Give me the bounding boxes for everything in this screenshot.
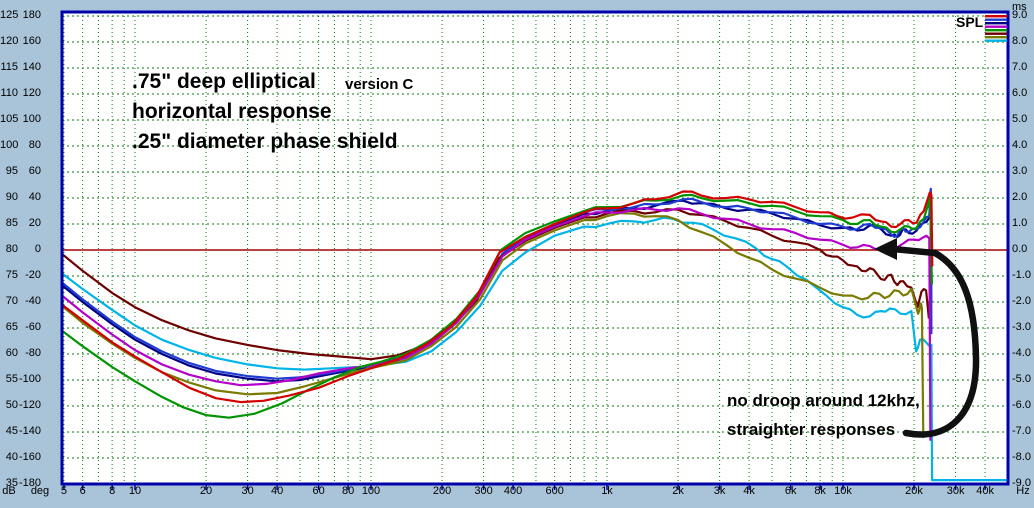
- db-tick-label: 65: [5, 321, 18, 333]
- freq-tick-label: 2k: [672, 485, 684, 497]
- ms-tick-label: -5.0: [1012, 373, 1031, 385]
- freq-tick-label: 10: [128, 485, 142, 497]
- annotation-title-line1: .75" deep elliptical: [132, 70, 316, 93]
- freq-tick-label: 6k: [784, 485, 797, 497]
- annotation-title-line3: .25" diameter phase shield: [132, 130, 398, 153]
- freq-tick-label: 20k: [905, 485, 923, 497]
- deg-tick-label: 80: [28, 139, 41, 151]
- db-tick-label: 105: [0, 113, 19, 125]
- ms-tick-label: -2.0: [1012, 295, 1031, 307]
- ms-tick-label: 1.0: [1012, 217, 1028, 229]
- deg-tick-label: -80: [25, 347, 41, 359]
- ms-tick-label: -7.0: [1012, 425, 1031, 437]
- db-tick-label: 45: [5, 425, 18, 437]
- db-tick-label: 35: [5, 477, 18, 489]
- freq-tick-label: 1k: [601, 485, 613, 497]
- deg-tick-label: -100: [18, 373, 41, 385]
- deg-tick-label: -160: [18, 451, 41, 463]
- deg-tick-label: 120: [22, 87, 41, 99]
- deg-tick-label: -20: [25, 269, 41, 281]
- freq-tick-label: 10k: [834, 485, 852, 497]
- ms-tick-label: -4.0: [1012, 347, 1031, 359]
- ms-tick-label: 7.0: [1012, 61, 1028, 73]
- db-tick-label: 90: [5, 191, 18, 203]
- freq-tick-label: 4k: [743, 485, 755, 497]
- deg-tick-label: 40: [28, 191, 41, 203]
- ms-axis-unit: ms: [1012, 1, 1027, 13]
- db-tick-label: 75: [5, 269, 18, 281]
- deg-tick-label: 60: [28, 165, 41, 177]
- deg-tick-label: 20: [28, 217, 41, 229]
- db-axis-unit: dB: [2, 485, 16, 497]
- freq-tick-label: 6: [79, 485, 86, 497]
- annotation-note-line2: straighter responses: [727, 420, 896, 439]
- deg-tick-label: 0: [34, 243, 41, 255]
- db-tick-label: 100: [0, 139, 19, 151]
- db-tick-label: 55: [5, 373, 18, 385]
- ms-tick-label: 9.0: [1012, 9, 1028, 21]
- freq-tick-label: 100: [361, 485, 381, 497]
- db-tick-label: 115: [0, 61, 18, 73]
- freq-tick-label: 60: [312, 485, 325, 497]
- deg-tick-label: -60: [25, 321, 41, 333]
- freq-tick-label: 8k: [814, 485, 826, 497]
- freq-tick-label: 30k: [946, 485, 965, 497]
- ms-tick-label: -1.0: [1012, 269, 1031, 281]
- freq-tick-label: 40k: [976, 485, 994, 497]
- freq-tick-label: 300: [474, 485, 493, 497]
- ms-tick-label: -9.0: [1012, 477, 1031, 489]
- annotation-title-line2: horizontal response: [132, 100, 332, 123]
- freq-tick-label: 600: [545, 485, 564, 497]
- ms-tick-label: 0.0: [1012, 243, 1028, 255]
- annotation-title-version: version C: [345, 76, 414, 93]
- ms-tick-label: -6.0: [1012, 399, 1031, 411]
- deg-tick-label: -40: [25, 295, 41, 307]
- deg-tick-label: 180: [22, 9, 41, 21]
- db-tick-label: 125: [0, 9, 19, 21]
- db-tick-label: 50: [5, 399, 18, 411]
- deg-tick-label: -140: [18, 425, 41, 437]
- annotation-note-line1: no droop around 12khz,: [727, 391, 920, 410]
- db-tick-label: 85: [5, 217, 18, 229]
- hz-axis-unit: Hz: [1016, 485, 1030, 497]
- ms-tick-label: 5.0: [1012, 113, 1028, 125]
- legend-spl-label: SPL: [956, 14, 984, 30]
- freq-tick-label: 80: [342, 485, 355, 497]
- freq-tick-label: 20: [199, 485, 213, 497]
- ms-tick-label: -3.0: [1012, 321, 1031, 333]
- deg-tick-label: -180: [18, 477, 41, 489]
- deg-tick-label: 160: [22, 35, 41, 47]
- db-tick-label: 40: [5, 451, 18, 463]
- ms-tick-label: 6.0: [1012, 87, 1028, 99]
- freq-tick-label: 8: [109, 485, 116, 497]
- deg-axis-unit: deg: [30, 485, 50, 497]
- ms-tick-label: 8.0: [1012, 35, 1028, 47]
- freq-tick-label: 5: [60, 485, 68, 497]
- freq-tick-label: 200: [432, 485, 452, 497]
- db-tick-label: 110: [0, 87, 18, 99]
- db-tick-label: 95: [5, 165, 18, 177]
- deg-tick-label: 100: [22, 113, 41, 125]
- ms-tick-label: 4.0: [1012, 139, 1028, 151]
- deg-tick-label: 140: [22, 61, 41, 73]
- deg-tick-label: -120: [18, 399, 41, 411]
- freq-tick-label: 30: [241, 485, 254, 497]
- db-tick-label: 120: [0, 35, 19, 47]
- freq-tick-label: 400: [503, 485, 523, 497]
- ms-tick-label: -8.0: [1012, 451, 1031, 463]
- freq-tick-label: 40: [270, 485, 284, 497]
- ms-tick-label: 2.0: [1012, 191, 1028, 203]
- freq-tick-label: 3k: [713, 485, 726, 497]
- ms-tick-label: 3.0: [1012, 165, 1028, 177]
- db-tick-label: 70: [5, 295, 18, 307]
- db-tick-label: 60: [5, 347, 18, 359]
- db-tick-label: 80: [5, 243, 18, 255]
